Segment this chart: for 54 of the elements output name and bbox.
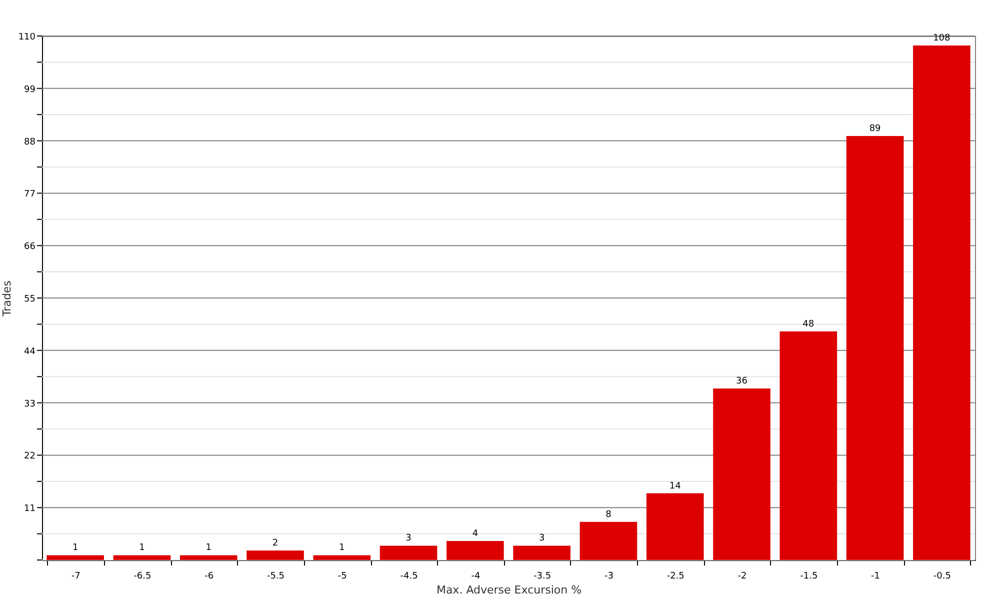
data-label: 48 bbox=[802, 319, 814, 330]
x-tick-label: -3 bbox=[604, 572, 614, 582]
x-tick-label: -6.5 bbox=[134, 572, 152, 582]
y-tick-label: 66 bbox=[24, 242, 36, 252]
data-label: 8 bbox=[606, 510, 612, 520]
data-label: 1 bbox=[72, 543, 78, 554]
bar bbox=[180, 555, 238, 560]
x-tick-label: -3.5 bbox=[534, 572, 552, 582]
bar bbox=[380, 546, 438, 560]
y-tick-label: 11 bbox=[24, 504, 36, 514]
bar bbox=[913, 46, 970, 560]
data-label: 108 bbox=[933, 34, 951, 44]
bar bbox=[313, 555, 371, 560]
x-tick-label: -4.5 bbox=[400, 572, 418, 582]
y-tick-label: 77 bbox=[24, 190, 36, 200]
x-tick-label: -2.5 bbox=[666, 572, 684, 582]
x-tick-label: -6 bbox=[204, 572, 214, 582]
x-tick-label: -1 bbox=[871, 572, 880, 582]
x-tick-label: -5.5 bbox=[266, 572, 285, 582]
y-tick-label: 55 bbox=[24, 294, 36, 304]
bar bbox=[646, 493, 704, 560]
data-label: 89 bbox=[869, 124, 882, 134]
data-label: 4 bbox=[472, 528, 478, 539]
y-tick-label: 44 bbox=[24, 346, 36, 357]
x-tick-label: -0.5 bbox=[933, 572, 951, 582]
x-tick-label: -2 bbox=[738, 572, 747, 582]
bar bbox=[46, 555, 104, 560]
bar bbox=[446, 540, 504, 560]
bar bbox=[113, 555, 171, 560]
data-label: 2 bbox=[272, 538, 278, 548]
bar bbox=[713, 388, 770, 560]
data-label: 1 bbox=[206, 543, 212, 554]
bar bbox=[846, 136, 904, 560]
data-label: 3 bbox=[406, 534, 412, 544]
y-tick-label: 110 bbox=[18, 32, 36, 42]
bar bbox=[246, 550, 304, 560]
data-label: 1 bbox=[139, 543, 145, 554]
bar bbox=[580, 522, 638, 560]
y-tick-label: 33 bbox=[24, 399, 36, 410]
bar bbox=[780, 331, 838, 560]
data-label: 1 bbox=[339, 543, 345, 554]
x-tick-label: -1.5 bbox=[800, 572, 818, 582]
data-label: 36 bbox=[736, 376, 748, 387]
data-label: 3 bbox=[538, 534, 545, 544]
y-axis-title: Trades bbox=[0, 280, 14, 318]
y-tick-label: 88 bbox=[24, 137, 36, 148]
x-tick-label: -7 bbox=[71, 572, 80, 582]
x-tick-label: -4 bbox=[471, 572, 480, 582]
x-axis-title: Max. Adverse Excursion % bbox=[436, 584, 582, 596]
y-tick-label: 99 bbox=[24, 84, 36, 95]
y-tick-label: 22 bbox=[24, 452, 36, 462]
x-tick-label: -5 bbox=[338, 572, 347, 582]
data-label: 14 bbox=[669, 481, 682, 492]
bar bbox=[513, 546, 570, 560]
